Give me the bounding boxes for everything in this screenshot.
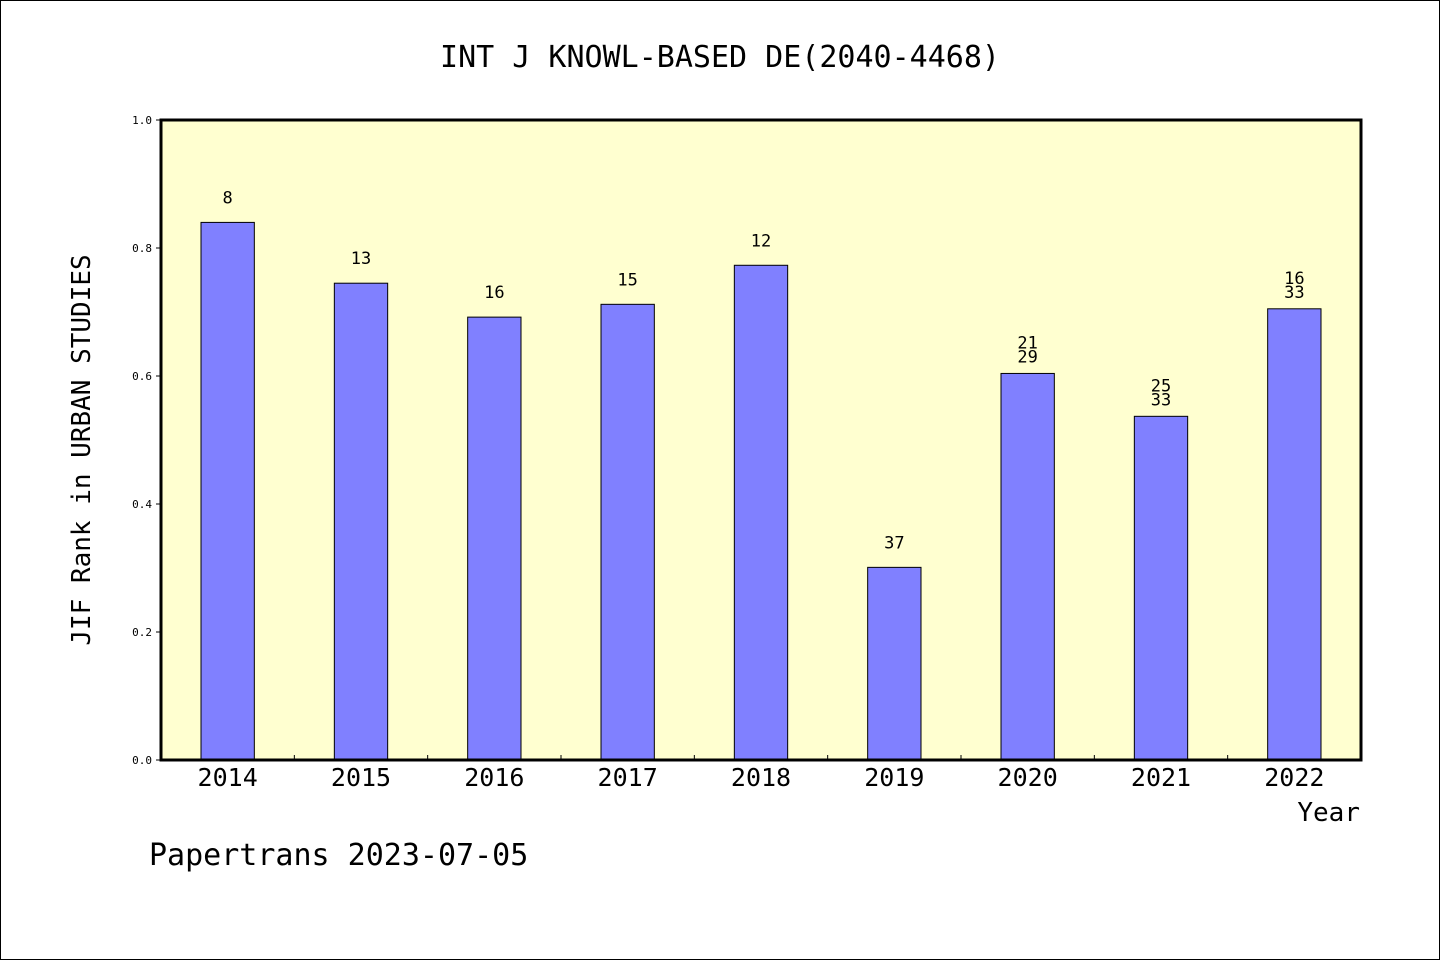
bar-2020 bbox=[1000, 372, 1055, 761]
plot-border bbox=[159, 118, 1363, 762]
y-axis-label: JIF Rank in URBAN STUDIES bbox=[67, 254, 97, 645]
bar-series bbox=[200, 221, 1322, 761]
x-axis-ticks: 2014 2015 2016 2017 2018 2019 2020 2021 2022 bbox=[198, 755, 1324, 792]
x-tick-label: 2019 bbox=[864, 763, 924, 792]
footer-credit: Papertrans 2023-07-05 bbox=[149, 838, 528, 873]
bar-data-label: 12 bbox=[751, 231, 771, 251]
x-tick-label: 2017 bbox=[598, 763, 658, 792]
y-tick-label: 1.0 bbox=[132, 114, 152, 127]
x-tick-label: 2022 bbox=[1264, 763, 1324, 792]
y-tick-label: 0.2 bbox=[132, 626, 152, 639]
bar-2021 bbox=[1133, 415, 1189, 761]
bar-data-label: 21 bbox=[1017, 333, 1037, 353]
y-axis-ticks: 0.0 0.2 0.4 0.6 0.8 1.0 bbox=[132, 114, 161, 767]
y-tick-label: 0.0 bbox=[132, 754, 152, 767]
x-tick-label: 2016 bbox=[464, 763, 524, 792]
bar-2014 bbox=[200, 221, 255, 761]
x-tick-label: 2015 bbox=[331, 763, 391, 792]
bar-2019 bbox=[867, 566, 922, 761]
bar-2017 bbox=[600, 303, 655, 761]
bar-data-label: 37 bbox=[884, 533, 904, 553]
x-tick-label: 2018 bbox=[731, 763, 791, 792]
bar-2022 bbox=[1267, 308, 1322, 761]
bar-data-label: 8 bbox=[223, 188, 233, 208]
y-tick-label: 0.8 bbox=[132, 242, 152, 255]
bar-2015 bbox=[333, 282, 389, 761]
chart-title: INT J KNOWL-BASED DE(2040-4468) bbox=[440, 40, 1000, 75]
x-tick-label: 2014 bbox=[198, 763, 258, 792]
bar-2018 bbox=[733, 264, 789, 761]
bar-data-label: 16 bbox=[1284, 269, 1304, 289]
bar-data-label: 33 bbox=[1151, 390, 1171, 410]
bar-data-label: 25 bbox=[1151, 376, 1171, 396]
x-axis-label: Year bbox=[1297, 798, 1360, 828]
y-tick-label: 0.4 bbox=[132, 498, 152, 511]
x-tick-label: 2020 bbox=[998, 763, 1058, 792]
x-tick-label: 2021 bbox=[1131, 763, 1191, 792]
bar-2016 bbox=[467, 316, 522, 761]
bar-data-label: 15 bbox=[617, 270, 637, 290]
y-tick-label: 0.6 bbox=[132, 370, 152, 383]
bar-data-label: 16 bbox=[484, 283, 504, 303]
bar-data-label: 29 bbox=[1017, 347, 1037, 367]
bar-data-label: 33 bbox=[1284, 283, 1304, 303]
bar-data-label: 13 bbox=[351, 249, 371, 269]
